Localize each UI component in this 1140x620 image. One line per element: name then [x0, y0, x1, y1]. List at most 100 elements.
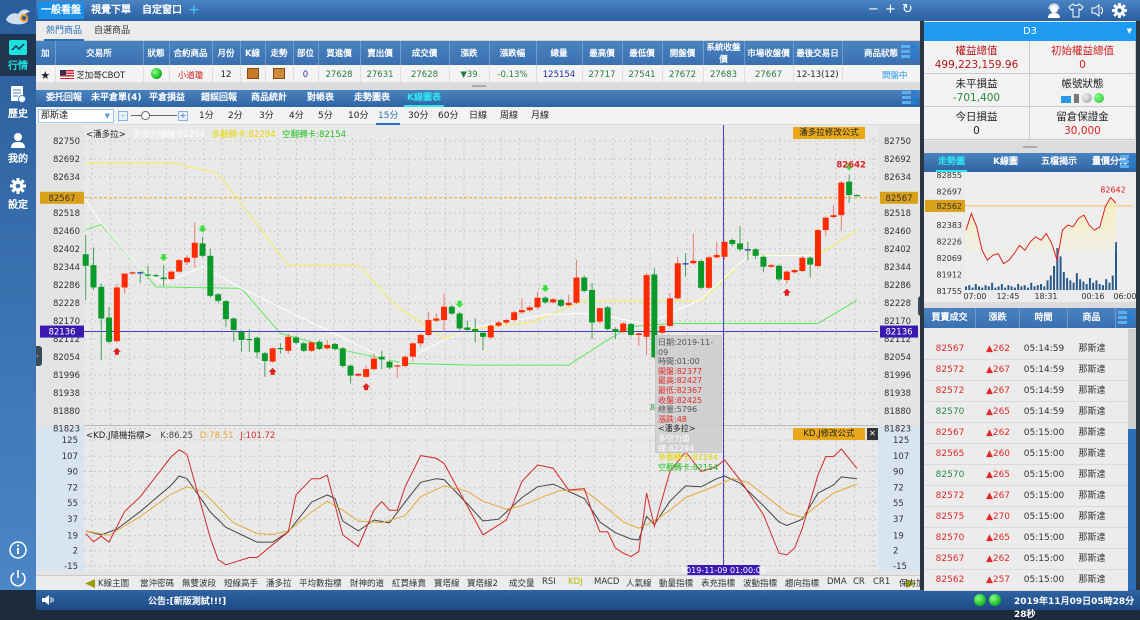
candle[interactable] — [121, 273, 128, 294]
kdj-plot-area[interactable] — [84, 426, 878, 571]
candle[interactable] — [386, 360, 393, 370]
column-header[interactable]: 最低價 — [622, 41, 663, 65]
candle[interactable] — [277, 343, 284, 354]
trade-row[interactable]: 82572 ▲267 05:15:00 那斯達 — [924, 486, 1128, 507]
candle[interactable] — [581, 275, 588, 293]
panel-splitter[interactable] — [924, 141, 1136, 153]
candle[interactable] — [129, 271, 136, 276]
candle[interactable] — [760, 255, 767, 273]
candle[interactable] — [409, 342, 416, 362]
minimize-button[interactable]: − — [868, 2, 879, 17]
candle[interactable] — [199, 236, 206, 258]
indicator-10[interactable]: 成交量 — [509, 579, 535, 589]
trade-row[interactable]: 82565 ▲260 05:15:00 那斯達 — [924, 444, 1128, 465]
indicator-19[interactable]: DMA — [827, 577, 847, 587]
candle[interactable] — [503, 318, 510, 325]
candle[interactable] — [830, 204, 837, 219]
candle[interactable] — [378, 350, 385, 370]
trade-row[interactable]: 82575 ▲270 05:15:00 那斯達 — [924, 507, 1128, 528]
candle[interactable] — [534, 291, 541, 310]
tab-hot-products[interactable]: 熱門商品 — [44, 21, 85, 41]
candle[interactable] — [106, 306, 113, 344]
tab-report-1[interactable]: 未平倉單(4) — [91, 93, 142, 103]
trade-row[interactable]: 82572 ▲267 05:14:59 那斯達 — [924, 381, 1128, 402]
tab-report-2[interactable]: 平倉損益 — [149, 93, 186, 103]
interval-4[interactable]: 5分 — [318, 111, 333, 121]
column-header[interactable]: 最高價 — [582, 41, 623, 65]
candle[interactable] — [659, 324, 666, 335]
column-header[interactable]: 合約商品 — [169, 41, 213, 65]
candle[interactable] — [550, 298, 557, 304]
candle[interactable] — [776, 264, 783, 282]
sidebar-item-history[interactable]: 歷史 — [0, 80, 36, 122]
tab-report-7[interactable]: K線圖表 — [404, 90, 444, 107]
tab-watchlist[interactable]: 自選商品 — [94, 26, 131, 36]
candle[interactable] — [674, 256, 681, 300]
candle[interactable] — [628, 322, 634, 337]
ask-cell[interactable]: 27631 — [360, 65, 401, 85]
collapse-sidebar-handle[interactable]: › — [36, 346, 42, 366]
panel-splitter[interactable] — [36, 82, 922, 90]
candle[interactable] — [698, 259, 705, 290]
tab-report-0[interactable]: 委托回報 — [46, 93, 83, 103]
candle[interactable] — [347, 364, 354, 384]
panel-splitter[interactable] — [924, 302, 1136, 308]
candle[interactable] — [152, 273, 159, 277]
trade-row[interactable]: 82567 ▲262 05:15:00 那斯達 — [924, 423, 1128, 444]
trade-row[interactable]: 82567 ▲262 05:15:00 那斯達 — [924, 549, 1128, 570]
account-select[interactable]: D3 ▼ — [924, 22, 1136, 41]
candle[interactable] — [331, 342, 338, 351]
right-tab-3[interactable]: 量價分佈 — [1092, 157, 1129, 167]
candle[interactable] — [737, 226, 744, 252]
zoom-in-button[interactable]: + — [178, 111, 188, 121]
candle[interactable] — [651, 268, 658, 359]
column-header[interactable]: 最後交易日 — [793, 41, 843, 65]
tab-visual-order[interactable]: 視覺下單 — [91, 5, 131, 16]
info-icon[interactable] — [9, 541, 27, 559]
tab-report-6[interactable]: 走勢圖表 — [354, 93, 391, 103]
candle[interactable] — [635, 332, 642, 346]
interval-6[interactable]: 15分 — [376, 107, 401, 125]
zoom-slider[interactable] — [131, 115, 177, 116]
candle[interactable] — [573, 260, 580, 305]
bid-cell[interactable]: 27628 — [318, 65, 361, 85]
power-icon[interactable] — [9, 569, 27, 587]
indicator-16[interactable]: 表充指標 — [701, 579, 736, 589]
candle[interactable] — [705, 255, 712, 290]
favorite-star-icon[interactable]: ★ — [36, 65, 56, 85]
candle[interactable] — [246, 329, 253, 352]
trades-column-header[interactable]: 買賣成交 — [924, 308, 976, 328]
indicator-0[interactable]: K線主圖 — [98, 579, 130, 589]
edit-pandora-formula-button[interactable]: 潘多拉修改公式 — [793, 127, 865, 139]
candle[interactable] — [472, 318, 479, 343]
announcement-text[interactable]: 公告:[新版測試!!!] — [148, 597, 227, 607]
scroll-right-icon[interactable] — [906, 579, 916, 588]
indicator-15[interactable]: 動量指標 — [659, 579, 694, 589]
sidebar-item-mine[interactable]: 我的 — [0, 126, 36, 168]
candle[interactable] — [394, 364, 401, 379]
trade-row[interactable]: 82562 ▲257 05:15:00 那斯達 — [924, 570, 1128, 591]
table-row[interactable]: ★ 芝加哥CBOT 小道瓊 12 0 27628 27631 27628 ▼39… — [36, 65, 921, 85]
candle[interactable] — [370, 353, 377, 371]
interval-10[interactable]: 周線 — [500, 111, 519, 121]
candle[interactable] — [207, 248, 214, 298]
trade-row[interactable]: 82567 ▲262 05:14:59 那斯達 — [924, 339, 1128, 360]
column-header[interactable]: 加 — [36, 41, 56, 65]
zoom-out-button[interactable]: - — [118, 111, 128, 121]
candle[interactable] — [145, 265, 152, 276]
column-header[interactable]: 狀態 — [143, 41, 170, 65]
candle[interactable] — [643, 272, 650, 356]
candle[interactable] — [768, 263, 775, 269]
interval-7[interactable]: 30分 — [408, 111, 429, 121]
interval-9[interactable]: 日線 — [469, 111, 488, 121]
candle[interactable] — [113, 283, 120, 343]
trend-chart-icon[interactable] — [265, 65, 294, 85]
right-tab-1[interactable]: K線圖 — [993, 157, 1018, 167]
candle[interactable] — [729, 238, 736, 247]
candle[interactable] — [191, 222, 198, 268]
indicator-2[interactable]: 無雙波段 — [182, 579, 217, 589]
candle[interactable] — [511, 310, 518, 322]
candle[interactable] — [721, 241, 728, 260]
candle[interactable] — [690, 233, 697, 265]
candle[interactable] — [433, 313, 440, 323]
